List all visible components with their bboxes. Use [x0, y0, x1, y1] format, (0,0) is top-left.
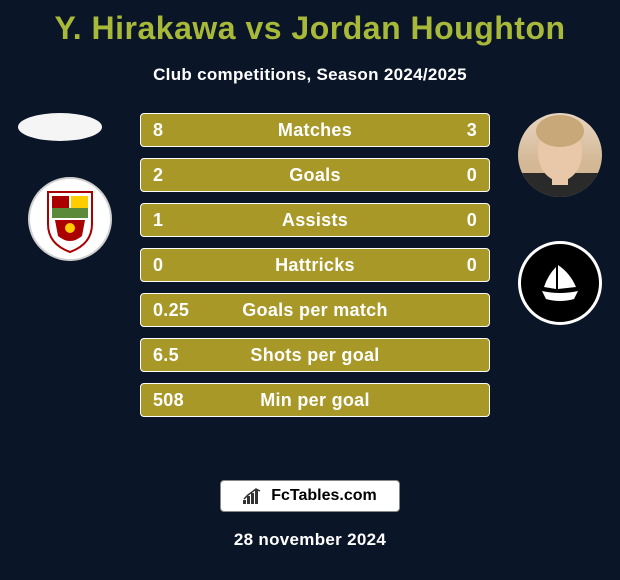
stat-left-value: 1: [153, 210, 203, 231]
stat-label: Assists: [203, 210, 427, 231]
stat-label: Goals per match: [203, 300, 427, 321]
date-text: 28 november 2024: [234, 530, 386, 550]
stat-left-value: 2: [153, 165, 203, 186]
stat-label: Goals: [203, 165, 427, 186]
stats-column: 8 Matches 3 2 Goals 0 1 Assists 0 0 Hatt…: [140, 113, 490, 417]
title: Y. Hirakawa vs Jordan Houghton: [54, 10, 565, 47]
stat-row-goals: 2 Goals 0: [140, 158, 490, 192]
player-avatar-right: [518, 113, 602, 197]
stat-right-value: 0: [427, 210, 477, 231]
stat-row-matches: 8 Matches 3: [140, 113, 490, 147]
stat-row-hattricks: 0 Hattricks 0: [140, 248, 490, 282]
avatar-face-right: [518, 113, 602, 197]
stat-left-value: 0.25: [153, 300, 203, 321]
stat-left-value: 6.5: [153, 345, 203, 366]
player-avatar-left: [18, 113, 102, 141]
stat-right-value: 0: [427, 255, 477, 276]
club-logo-left: [28, 177, 112, 261]
stat-row-min-per-goal: 508 Min per goal: [140, 383, 490, 417]
stat-label: Min per goal: [203, 390, 427, 411]
stat-left-value: 508: [153, 390, 203, 411]
plymouth-boat-icon: [530, 253, 590, 313]
stat-row-goals-per-match: 0.25 Goals per match: [140, 293, 490, 327]
subtitle: Club competitions, Season 2024/2025: [153, 65, 467, 85]
comparison-area: 8 Matches 3 2 Goals 0 1 Assists 0 0 Hatt…: [0, 113, 620, 525]
stat-label: Hattricks: [203, 255, 427, 276]
club-logo-right: [518, 241, 602, 325]
stat-label: Shots per goal: [203, 345, 427, 366]
stat-right-value: 3: [427, 120, 477, 141]
bristol-crest-icon: [40, 184, 100, 254]
stat-left-value: 0: [153, 255, 203, 276]
stat-row-assists: 1 Assists 0: [140, 203, 490, 237]
stat-label: Matches: [203, 120, 427, 141]
comparison-card: Y. Hirakawa vs Jordan Houghton Club comp…: [0, 0, 620, 580]
stat-row-shots-per-goal: 6.5 Shots per goal: [140, 338, 490, 372]
stat-left-value: 8: [153, 120, 203, 141]
stat-right-value: 0: [427, 165, 477, 186]
